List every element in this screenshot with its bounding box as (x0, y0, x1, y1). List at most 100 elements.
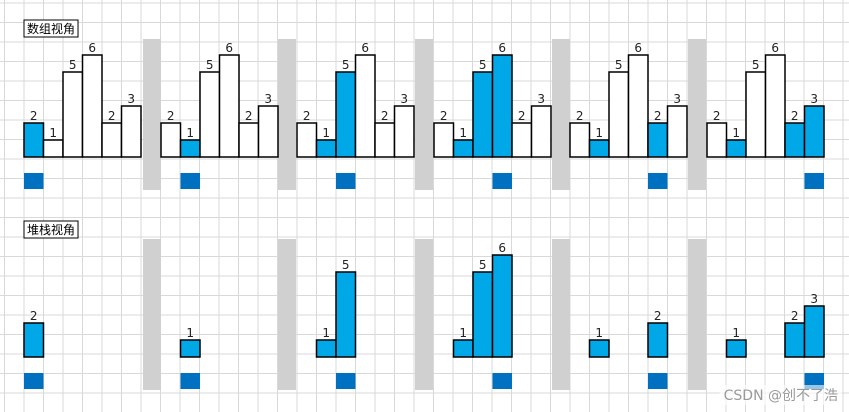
bar (296, 122, 318, 158)
bar (335, 271, 357, 358)
frame-separator (688, 239, 706, 390)
pointer-marker (648, 373, 668, 389)
pointer-marker (492, 373, 512, 389)
bar-value-label: 6 (498, 241, 506, 255)
pointer-marker (336, 173, 356, 189)
bar-value-label: 5 (479, 258, 487, 272)
bar (354, 54, 376, 158)
bar (393, 105, 415, 158)
bar (160, 122, 182, 158)
bar-value-label: 2 (303, 109, 311, 123)
bar-value-label: 2 (30, 309, 38, 323)
bar-value-label: 2 (791, 309, 799, 323)
bar (588, 139, 610, 158)
frame-separator (552, 39, 570, 190)
bar-value-label: 6 (225, 41, 233, 55)
bar-value-label: 2 (576, 109, 584, 123)
section-title-box (23, 220, 79, 239)
watermark: CSDN @创不了浩 (724, 388, 838, 404)
section-title-text: 数组视角 (27, 21, 75, 36)
bar-value-label: 6 (88, 41, 96, 55)
frame-separator (278, 39, 296, 190)
bar-value-label: 3 (537, 92, 545, 106)
bar-value-label: 3 (810, 292, 818, 306)
frame-3: 15 (315, 258, 357, 389)
bar (491, 54, 513, 158)
pointer-marker (24, 173, 44, 189)
bar (745, 71, 767, 158)
frame-6: 1 23 (725, 292, 825, 389)
frame-separator (552, 239, 570, 390)
bar (315, 139, 337, 158)
bar-value-label: 2 (518, 109, 526, 123)
bar (433, 122, 455, 158)
bar-value-label: 6 (634, 41, 642, 55)
bar-value-label: 2 (381, 109, 389, 123)
section-title: 数组视角 (23, 19, 79, 38)
bar (199, 71, 221, 158)
bar-value-label: 1 (595, 326, 603, 340)
frame-5: 12 (588, 309, 669, 389)
bar (472, 271, 494, 358)
watermark-backdrop (719, 385, 842, 405)
bar (588, 339, 610, 358)
bar (784, 122, 806, 158)
bar-value-label: 5 (206, 58, 214, 72)
bar-value-label: 3 (400, 92, 408, 106)
section-title: 堆栈视角 (23, 220, 79, 239)
bar (725, 339, 747, 358)
bar (374, 122, 396, 158)
bar (706, 122, 728, 158)
bar (42, 139, 64, 158)
bar-value-label: 2 (654, 109, 662, 123)
bar-value-label: 6 (771, 41, 779, 55)
bar (530, 105, 552, 158)
bar-value-label: 1 (322, 126, 330, 140)
bar (81, 54, 103, 158)
bar-value-label: 1 (459, 326, 467, 340)
bar (452, 339, 474, 358)
frame-separator (143, 39, 161, 190)
bar (647, 122, 669, 158)
sections: 数组视角215623215623215623215623215623215623… (23, 19, 825, 389)
bar (315, 339, 337, 358)
bar-value-label: 1 (595, 126, 603, 140)
bar-value-label: 5 (752, 58, 760, 72)
bar-value-label: 2 (713, 109, 721, 123)
bar-value-label: 2 (108, 109, 116, 123)
frame-4: 1 56 (452, 241, 513, 389)
bar-value-label: 5 (69, 58, 77, 72)
bar (238, 122, 260, 158)
bar-value-label: 3 (810, 92, 818, 106)
bar-value-label: 1 (732, 326, 740, 340)
bar (784, 322, 806, 358)
bar-value-label: 2 (791, 109, 799, 123)
bar (23, 322, 45, 358)
bar (569, 122, 591, 158)
bar (62, 71, 84, 158)
bar-value-label: 2 (440, 109, 448, 123)
frame-separator (278, 239, 296, 390)
bar (472, 71, 494, 158)
bar-value-label: 1 (732, 126, 740, 140)
bar (335, 71, 357, 158)
bar-value-label: 5 (479, 58, 487, 72)
bar-value-label: 3 (127, 92, 135, 106)
bar-value-label: 1 (186, 126, 194, 140)
bar-value-label: 5 (615, 58, 623, 72)
bar (647, 322, 669, 358)
bar-value-label: 2 (30, 109, 38, 123)
bar-value-label: 3 (673, 92, 681, 106)
pointer-marker (648, 173, 668, 189)
frame-separator (688, 39, 706, 190)
bar (218, 54, 240, 158)
bar-value-label: 3 (264, 92, 272, 106)
bar (257, 105, 279, 158)
frame-2: 1 (179, 326, 201, 389)
bar (511, 122, 533, 158)
frame-separator (143, 239, 161, 390)
